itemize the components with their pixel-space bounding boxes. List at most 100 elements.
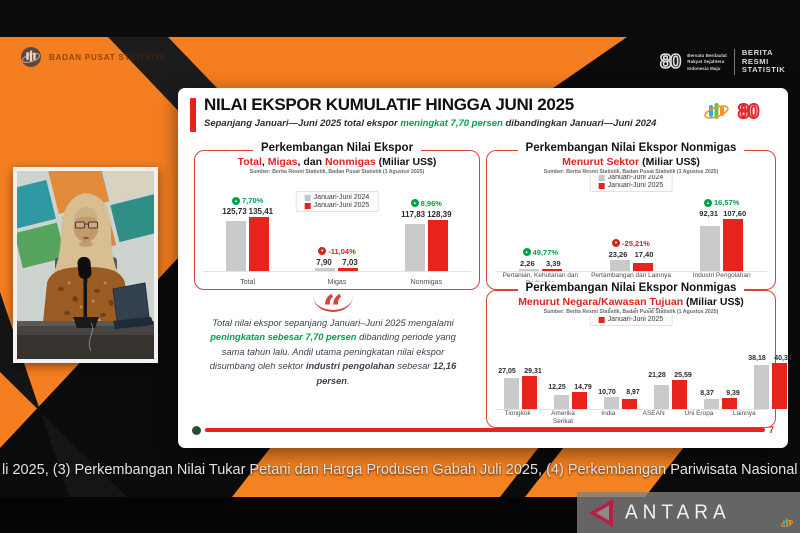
quote-icon (200, 294, 466, 310)
change-badge: ▼ -25,21% (612, 239, 650, 248)
bar-2024 (404, 224, 425, 271)
bar-2024 (503, 378, 519, 409)
value-label: 21,28 (648, 371, 666, 379)
value-label: 14,79 (574, 384, 592, 392)
bar-pair (753, 363, 787, 409)
title-accent-bar (190, 98, 196, 132)
arrow-up-icon: ▲ (410, 199, 419, 208)
bar-pair (609, 259, 653, 271)
bar-2024 (553, 395, 569, 409)
bps-logo-icon (21, 47, 41, 67)
value-label: 17,40 (634, 249, 654, 259)
progress-bar (205, 427, 765, 433)
chart-group: 21,28 25,59 (645, 372, 695, 409)
chart-title-line2: Menurut Sektor (Miliar US$) (554, 155, 708, 169)
bar-pair (518, 268, 562, 271)
bps-color-logo-icon (704, 103, 729, 119)
bps-logo-lockup: BADAN PUSAT STATISTIK (20, 46, 166, 68)
bar-2024 (653, 384, 669, 409)
change-badge: ▲ 7,70% (232, 196, 263, 205)
chart-group: ▼ -25,21% 23,26 17,40 (586, 239, 677, 271)
chart-group: ▲ 49,77% 2,26 3,39 (495, 248, 586, 271)
legend-item: Januari-Juni 2025 (598, 182, 663, 189)
value-labels: 125,73 135,41 (222, 207, 273, 216)
bar-2025 (571, 392, 587, 409)
chart-group: 8,37 9,39 (695, 390, 745, 409)
slide-header-logos: 80 (702, 100, 760, 124)
arrow-up-icon: ▲ (522, 248, 531, 256)
slide-subtitle: Sepanjang Januari—Juni 2025 total ekspor… (204, 118, 657, 129)
indonesia-80-logo-red: 80 (737, 101, 760, 123)
chart-group: ▼ -11,04% 7,90 7,03 (292, 247, 381, 271)
bar-pair (226, 217, 270, 271)
value-labels: 38,18 40,34 (745, 355, 795, 362)
value-labels: 27,05 29,31 (495, 368, 545, 375)
value-label: 117,83 (401, 209, 426, 219)
bar-pair (503, 375, 537, 409)
chart-total-migas-nonmigas: Perkembangan Nilai Ekspor Total, Migas, d… (194, 142, 480, 290)
value-label: 128,39 (427, 209, 452, 219)
category-label: Migas (327, 278, 347, 286)
chart-group: 27,05 29,31 (495, 368, 545, 409)
value-labels: 21,28 25,59 (645, 372, 695, 379)
category-label: India (601, 410, 616, 418)
value-label: 92,31 (699, 209, 719, 218)
legend-swatch-2025 (598, 316, 605, 323)
bar-pair (553, 392, 587, 409)
value-label: 7,03 (342, 257, 358, 267)
chart-title-line2: Menurut Negara/Kawasan Tujuan (Miliar US… (510, 295, 752, 309)
chart-plot: 27,05 29,31 12,25 14,79 10,70 8,97 21,28 25,59 8… (495, 355, 792, 410)
value-label: 135,41 (248, 207, 274, 216)
bps-mini-logo-icon (780, 518, 794, 527)
chart-group: 12,25 14,79 (545, 384, 595, 409)
value-label: 125,73 (222, 207, 247, 216)
chart-group: ▲ 7,70% 125,73 135,41 (203, 196, 292, 271)
category-label: Pertambangan dan Lainnya (591, 272, 671, 280)
category-label: Total (240, 278, 256, 286)
speaker-scene (17, 171, 154, 359)
berita-resmi-statistik-logo: BERITA RESMI STATISTIK (741, 48, 786, 75)
chart-title: Perkembangan Nilai Ekspor Nonmigas Menuru… (487, 142, 775, 176)
change-badge: ▲ 16,57% (703, 198, 739, 207)
chart-source-note: Sumber: Berita Resmi Statistik, Badan Pu… (245, 169, 429, 176)
bar-pair (404, 219, 448, 271)
category-label: Amerika Serikat (551, 410, 575, 425)
chart-nonmigas-sektor: Perkembangan Nilai Ekspor Nonmigas Menuru… (486, 142, 776, 290)
chart-title-line1: Perkembangan Nilai Ekspor Nonmigas (517, 282, 745, 296)
value-label: 7,90 (316, 257, 332, 267)
chart-title-line1: Perkembangan Nilai Ekspor (252, 142, 422, 156)
top-right-logos: 80 Bersatu Berdaulat Rakyat Sejahtera In… (659, 48, 786, 75)
value-label: 25,59 (674, 371, 692, 379)
bar-pair (653, 379, 687, 409)
chart-nonmigas-negara-tujuan: Perkembangan Nilai Ekspor Nonmigas Menuru… (486, 282, 792, 428)
antara-watermark: ANTARA (577, 492, 800, 533)
bar-2024 (315, 267, 336, 271)
value-label: 12,25 (548, 384, 566, 392)
change-badge: ▲ 8,96% (410, 199, 442, 208)
value-label: 10,70 (598, 388, 616, 396)
legend-item: Januari-Juni 2024 (304, 194, 369, 201)
category-label: Uni Eropa (684, 410, 714, 418)
presentation-slide: NILAI EKSPOR KUMULATIF HINGGA JUNI 2025 … (178, 88, 792, 448)
value-label: 9,39 (726, 390, 740, 398)
legend-swatch-2025 (304, 202, 311, 209)
chart-category-labels: Tiongkok Amerika Serikat India ASEAN Uni Ero… (495, 410, 767, 425)
chart-source-note: Sumber: Berita Resmi Statistik, Badan Pu… (539, 309, 723, 316)
bar-2024 (700, 226, 721, 271)
legend-swatch-2024 (304, 194, 311, 201)
value-label: 2,26 (520, 258, 535, 268)
chart-group: 38,18 40,34 (745, 355, 795, 409)
chart-title-line1: Perkembangan Nilai Ekspor Nonmigas (517, 142, 745, 156)
antara-triangle-icon (589, 498, 613, 527)
antara-brand-text: ANTARA (625, 500, 731, 524)
bar-pair (700, 219, 744, 271)
speaker-video-window (13, 167, 158, 363)
indonesia-80-logo: 80 (659, 51, 682, 73)
bar-pair (603, 396, 637, 409)
value-label: 40,34 (774, 355, 792, 362)
value-labels: 92,31 107,60 (697, 209, 747, 218)
bar-2025 (338, 268, 359, 271)
arrow-down-icon: ▼ (318, 247, 327, 256)
